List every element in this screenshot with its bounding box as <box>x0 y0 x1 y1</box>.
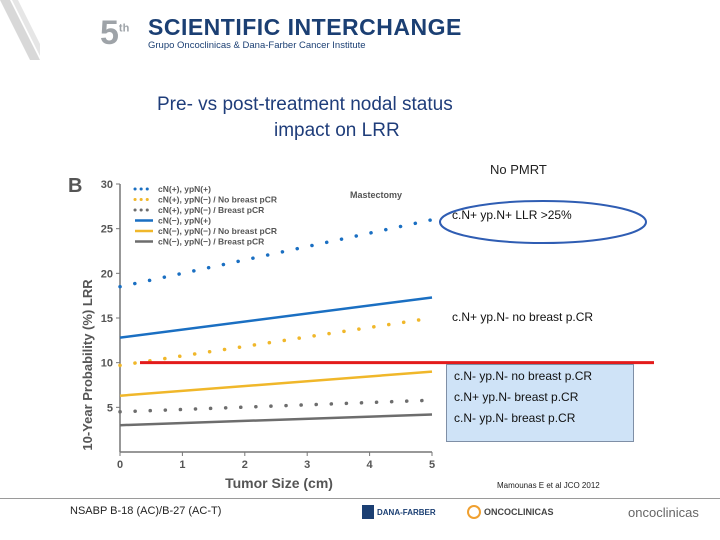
series-line <box>119 413 433 427</box>
series-line <box>119 296 433 339</box>
legend-entry: cN(−), ypN(−) / Breast pCR <box>158 237 264 247</box>
box-line: c.N- yp.N- breast p.CR <box>454 411 576 425</box>
y-tick-label: 20 <box>101 268 113 280</box>
legend-entry: cN(+), ypN(−) / Breast pCR <box>158 205 264 215</box>
legend-entry: cN(+), ypN(−) / No breast pCR <box>158 195 277 205</box>
no-pmrt-label: No PMRT <box>490 162 547 177</box>
x-tick-label: 3 <box>304 459 310 471</box>
low-risk-box: c.N- yp.N- no breast p.CR c.N+ yp.N- bre… <box>446 364 634 442</box>
series-line <box>118 398 434 414</box>
x-tick-label: 4 <box>367 459 374 471</box>
y-tick-label: 25 <box>101 224 113 236</box>
legend-entry: cN(−), ypN(+) <box>158 216 211 226</box>
oncoclinicas-university-logo: ONCOCLINICAS <box>467 505 554 519</box>
annotation-no-breast-pcr: c.N+ yp.N- no breast p.CR <box>452 310 594 324</box>
x-tick-label: 2 <box>242 459 248 471</box>
slide-title-line1: Pre- vs post-treatment nodal status <box>157 94 453 115</box>
chart-legend: cN(+), ypN(+)cN(+), ypN(−) / No breast p… <box>133 184 277 247</box>
event-subtitle: Grupo Oncoclinicas & Dana-Farber Cancer … <box>148 40 366 51</box>
y-tick-label: 5 <box>107 402 113 414</box>
chart-series <box>118 217 434 427</box>
oval-annotation: c.N+ yp.N+ LLR >25% <box>452 208 572 222</box>
series-line <box>119 370 433 397</box>
y-tick-label: 15 <box>101 313 113 325</box>
legend-entry: cN(−), ypN(−) / No breast pCR <box>158 226 277 236</box>
y-tick-label: 30 <box>101 179 113 191</box>
slide-title-line2: impact on LRR <box>274 120 400 141</box>
panel-label: B <box>68 175 82 197</box>
box-line: c.N- yp.N- no breast p.CR <box>454 369 593 383</box>
edition-number: 5th <box>100 14 130 52</box>
x-tick-label: 1 <box>179 459 185 471</box>
y-axis-label: 10-Year Probability (%) LRR <box>80 279 95 451</box>
box-line: c.N+ yp.N- breast p.CR <box>454 390 579 404</box>
lrr-chart: B 10-Year Probability (%) LRR Tumor Size… <box>68 175 435 491</box>
y-tick-label: 10 <box>101 358 113 370</box>
x-tick-label: 0 <box>117 459 123 471</box>
grupo-oncoclinicas-logo: oncoclinicas <box>628 505 699 520</box>
chart-axes: 0 1 2 3 4 5 5 10 15 20 25 30 <box>101 179 435 471</box>
x-tick-label: 5 <box>429 459 435 471</box>
event-title: SCIENTIFIC INTERCHANGE <box>148 14 462 40</box>
citation: Mamounas E et al JCO 2012 <box>497 481 600 490</box>
study-label: NSABP B-18 (AC)/B-27 (AC-T) <box>70 505 222 517</box>
footer-divider <box>0 498 720 499</box>
dana-farber-logo: DANA-FARBER <box>362 505 436 519</box>
slash-decoration <box>0 0 40 60</box>
header-banner: 5th SCIENTIFIC INTERCHANGE Grupo Oncocli… <box>0 0 720 60</box>
inset-title: Mastectomy <box>350 190 402 200</box>
x-axis-label: Tumor Size (cm) <box>225 475 333 491</box>
legend-entry: cN(+), ypN(+) <box>158 184 211 194</box>
series-line <box>118 316 434 368</box>
